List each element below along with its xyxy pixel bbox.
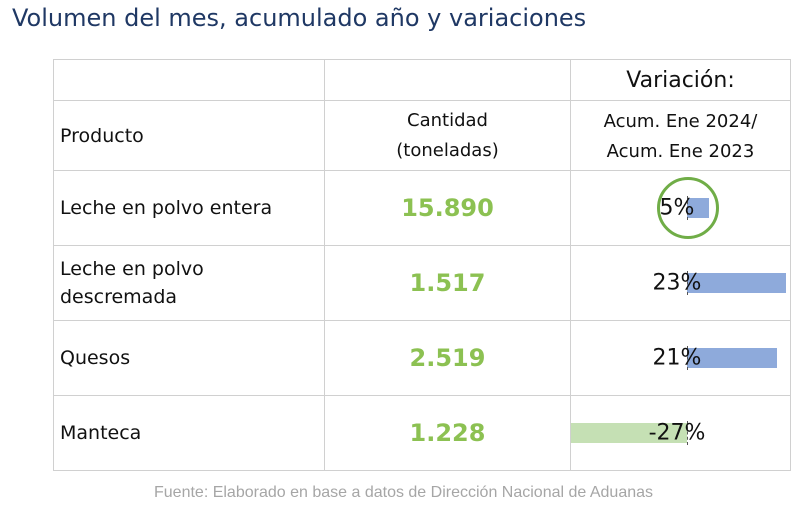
table-row: Manteca 1.228 -27% (53, 395, 791, 471)
variation-cell: 21% (570, 320, 791, 396)
table-row: Leche en polvo entera 15.890 5% (53, 170, 791, 246)
variation-bar (687, 348, 778, 368)
variation-label: -27% (648, 420, 706, 446)
header-variacion-line1: Acum. Ene 2024/ (603, 110, 758, 132)
product-name: Leche en polvo entera (53, 170, 325, 246)
source-note: Fuente: Elaborado en base a datos de Dir… (154, 484, 654, 501)
variation-axis (687, 421, 688, 445)
highlight-circle (657, 177, 719, 239)
variation-label: 21% (652, 345, 702, 371)
variation-cell: 23% (570, 245, 791, 321)
header-variacion: Variación: (570, 59, 791, 101)
product-name-line1: Leche en polvo (60, 258, 204, 280)
variation-axis (687, 271, 688, 295)
product-name-line1: Leche en polvo entera (60, 197, 273, 219)
header-variacion-line2: Acum. Ene 2023 (606, 140, 755, 162)
table-row: Quesos 2.519 21% (53, 320, 791, 396)
variation-bar (570, 423, 687, 443)
table-row: Leche en polvo descremada 1.517 23% (53, 245, 791, 321)
product-name-line1: Manteca (60, 422, 142, 444)
page-title: Volumen del mes, acumulado año y variaci… (12, 4, 587, 32)
volume-table: Variación: Producto Cantidad (toneladas)… (53, 59, 791, 471)
product-name: Manteca (53, 395, 325, 471)
header-blank-1 (53, 59, 325, 101)
header-producto: Producto (53, 100, 325, 171)
quantity-value: 1.517 (324, 245, 571, 321)
variation-cell: 5% (570, 170, 791, 246)
header-cantidad-line2: (toneladas) (396, 139, 499, 161)
product-name: Quesos (53, 320, 325, 396)
header-cantidad-line1: Cantidad (407, 109, 488, 131)
quantity-value: 2.519 (324, 320, 571, 396)
variation-label: 23% (652, 270, 702, 296)
variation-cell: -27% (570, 395, 791, 471)
quantity-value: 15.890 (324, 170, 571, 246)
variation-axis (687, 346, 688, 370)
header-blank-2 (324, 59, 571, 101)
quantity-value: 1.228 (324, 395, 571, 471)
header-cantidad: Cantidad (toneladas) (324, 100, 571, 171)
product-name-line1: Quesos (60, 347, 131, 369)
header-variacion-period: Acum. Ene 2024/ Acum. Ene 2023 (570, 100, 791, 171)
variation-bar (687, 273, 786, 293)
product-name-line2: descremada (60, 286, 178, 308)
product-name: Leche en polvo descremada (53, 245, 325, 321)
